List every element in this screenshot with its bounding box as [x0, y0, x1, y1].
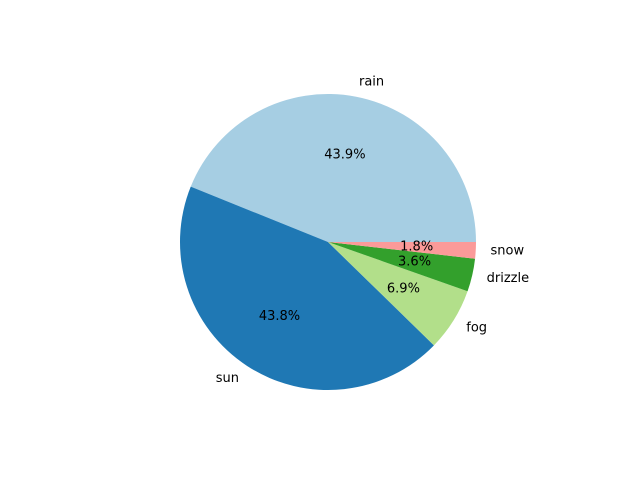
pie-percent-labels: 43.9% 43.8% 6.9% 3.6%1.8% — [259, 147, 433, 324]
category-label-fog: fog — [466, 320, 487, 335]
pie-slices — [180, 93, 477, 391]
category-label-snow: snow — [491, 244, 525, 259]
percent-label-rain: 43.9% — [324, 147, 365, 162]
pie-slice-rain — [190, 93, 477, 242]
percent-label-snow: 1.8% — [400, 240, 433, 255]
pie-slice-drizzle — [328, 242, 476, 292]
pie-slice-snow — [328, 242, 476, 259]
pie-category-labels: rain sun fog drizzle snow — [216, 75, 529, 386]
percent-label-drizzle: 3.6% — [398, 254, 431, 269]
category-label-drizzle: drizzle — [487, 271, 529, 286]
category-label-sun: sun — [216, 371, 239, 386]
pie-slice-sun — [180, 186, 434, 391]
pie-slice-fog — [328, 242, 468, 346]
percent-label-sun: 43.8% — [259, 309, 300, 324]
percent-label-fog: 6.9% — [387, 281, 420, 296]
category-label-rain: rain — [359, 75, 384, 90]
